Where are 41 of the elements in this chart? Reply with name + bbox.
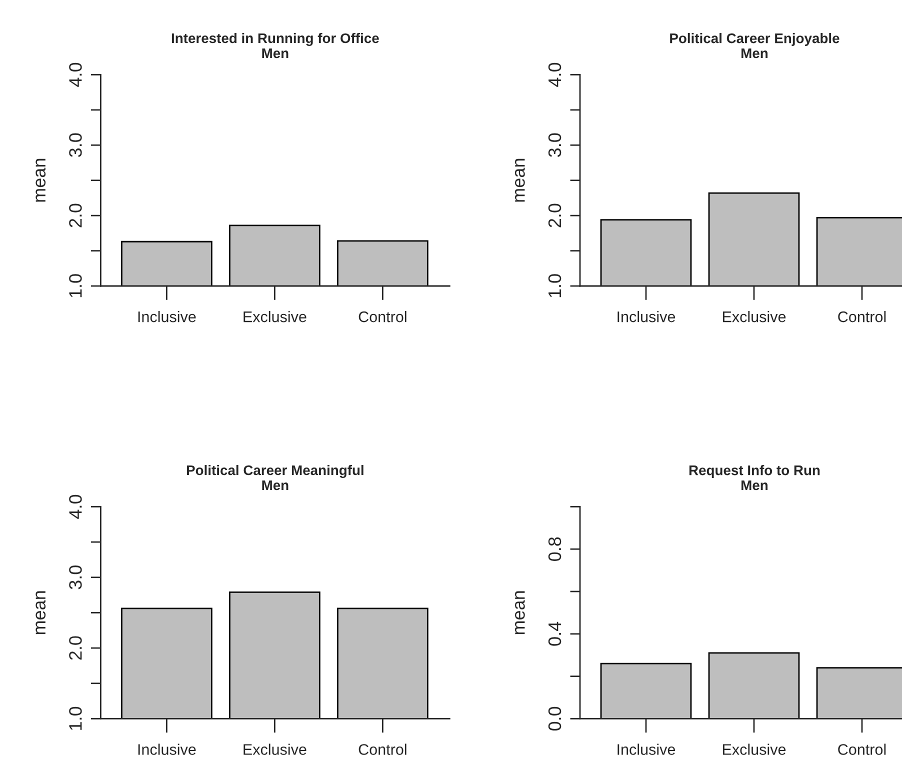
y-tick-label: 2.0 — [69, 636, 82, 660]
chart-title: Request Info to Run — [689, 465, 820, 478]
chart-subtitle: Men — [742, 48, 768, 58]
x-tick-label: Exclusive — [722, 744, 786, 755]
x-tick-label: Control — [838, 311, 886, 322]
y-tick-label: 1.0 — [69, 706, 82, 730]
x-tick-label: Control — [358, 744, 406, 755]
x-tick-label: Exclusive — [244, 744, 306, 755]
bar — [600, 662, 692, 719]
chart-subtitle: Men — [262, 480, 288, 490]
x-tick-label: Inclusive — [138, 744, 196, 755]
chart-title: Interested in Running for Office — [172, 32, 379, 46]
y-axis-title: mean — [36, 591, 46, 634]
y-tick-label: 0.0 — [548, 706, 562, 731]
y-tick-label: 1.0 — [548, 274, 562, 298]
x-tick-label: Inclusive — [138, 311, 196, 322]
y-tick-label: 3.0 — [548, 133, 562, 157]
y-tick-label: 4.0 — [548, 62, 562, 87]
y-tick-label: 4.0 — [69, 62, 82, 87]
chart-subtitle: Men — [742, 480, 768, 490]
chart-title: Political Career Meaningful — [186, 464, 364, 478]
y-axis-title: mean — [514, 591, 525, 634]
x-tick-label: Inclusive — [618, 311, 676, 322]
chart-subtitle: Men — [262, 48, 288, 58]
y-tick-label: 3.0 — [69, 133, 82, 157]
y-tick-label: 3.0 — [69, 566, 82, 590]
y-tick-label: 0.4 — [548, 622, 562, 646]
x-tick-label: Control — [838, 744, 886, 755]
y-tick-label: 2.0 — [69, 204, 82, 228]
x-tick-label: Inclusive — [618, 744, 676, 755]
y-tick-label: 2.0 — [548, 204, 562, 228]
x-tick-label: Control — [358, 311, 406, 322]
bar — [708, 652, 800, 719]
x-tick-label: Exclusive — [722, 311, 786, 322]
chart-title: Political Career Enjoyable — [670, 33, 840, 46]
x-tick-label: Exclusive — [244, 311, 306, 322]
y-tick-label: 1.0 — [69, 274, 82, 298]
y-axis-title: mean — [514, 158, 525, 202]
y-tick-label: 4.0 — [69, 494, 82, 519]
y-tick-label: 0.8 — [548, 537, 562, 561]
y-axis-title: mean — [36, 158, 46, 202]
